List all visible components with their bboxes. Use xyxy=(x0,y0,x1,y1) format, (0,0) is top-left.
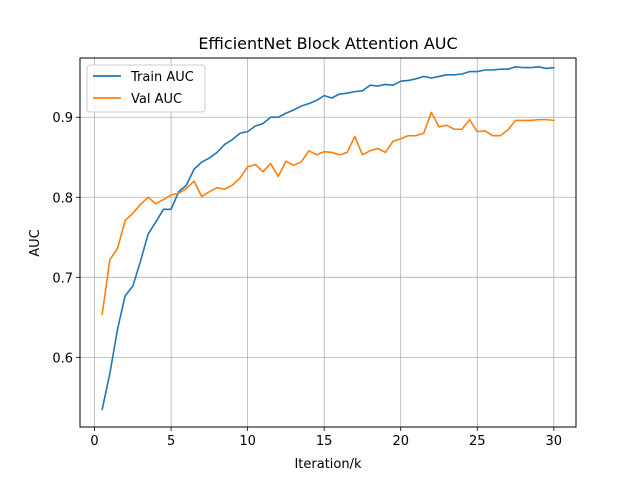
series-line-train-auc xyxy=(101,66,555,411)
x-tick-label: 10 xyxy=(239,434,256,449)
plot-frame xyxy=(79,57,577,428)
legend: Train AUC Val AUC xyxy=(86,64,206,113)
y-tick-label: 0.8 xyxy=(52,191,73,206)
series-line-val-auc xyxy=(101,111,555,316)
x-tick-label: 30 xyxy=(546,434,563,449)
legend-label-val: Val AUC xyxy=(131,92,182,107)
grid xyxy=(80,58,576,427)
x-axis-label: Iteration/k xyxy=(294,457,362,472)
chart-title: EfficientNet Block Attention AUC xyxy=(198,34,457,53)
series-lines xyxy=(101,66,555,411)
x-tick-label: 25 xyxy=(469,434,486,449)
y-tick-label: 0.9 xyxy=(52,111,73,126)
y-axis-label: AUC xyxy=(28,229,43,257)
y-tick-label: 0.6 xyxy=(52,351,73,366)
axis-ticks: 0 5 10 15 20 25 30 0.6 0.7 0.8 0.9 xyxy=(52,111,562,449)
x-tick-label: 0 xyxy=(90,434,98,449)
legend-label-train: Train AUC xyxy=(130,70,194,85)
y-tick-label: 0.7 xyxy=(52,271,73,286)
x-tick-label: 5 xyxy=(167,434,175,449)
x-tick-label: 20 xyxy=(392,434,409,449)
x-tick-label: 15 xyxy=(316,434,333,449)
